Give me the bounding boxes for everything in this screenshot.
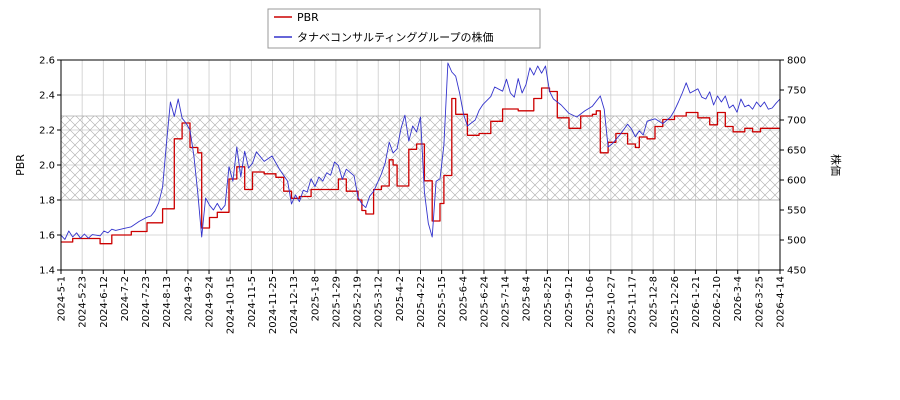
legend-box (267, 8, 541, 49)
x-tick-label: 2025-5-15 (437, 276, 448, 328)
y-right-tick-label: 750 (787, 86, 806, 97)
x-tick-label: 2025-6-24 (479, 276, 490, 328)
y-right-tick-label: 650 (787, 146, 806, 157)
x-tick-label: 2025-7-14 (501, 276, 512, 328)
x-tick-label: 2024-9-24 (205, 276, 216, 328)
y-right-tick-label: 800 (787, 56, 806, 67)
x-tick-label: 2024-10-15 (226, 276, 237, 334)
x-tick-label: 2025-1-8 (310, 276, 321, 321)
y-left-tick-label: 2.0 (39, 161, 55, 172)
y-left-axis-label: PBR (14, 154, 27, 176)
y-left-tick-label: 1.4 (39, 266, 55, 277)
x-tick-label: 2025-3-12 (374, 276, 385, 328)
x-tick-label: 2025-9-12 (564, 276, 575, 328)
x-tick-label: 2025-1-29 (331, 276, 342, 328)
y-left-tick-label: 2.2 (39, 126, 55, 137)
x-tick-label: 2026-3-4 (733, 276, 744, 321)
x-tick-label: 2025-4-2 (395, 276, 406, 321)
x-tick-label: 2024-11-25 (268, 276, 279, 334)
y-left-tick-label: 1.6 (39, 231, 55, 242)
x-tick-label: 2025-8-25 (543, 276, 554, 328)
series-layer (61, 62, 780, 245)
x-tick-label: 2024-5-1 (57, 276, 68, 321)
x-tick-label: 2025-2-19 (353, 276, 364, 328)
series-line-pbr (61, 87, 780, 245)
axes: 2024-5-1 2024-5-23 2024-6-12 2024-7-2 2024-7… (39, 56, 806, 335)
y-right-tick-label: 700 (787, 116, 806, 127)
x-tick-label: 2026-3-25 (754, 276, 765, 328)
y-right-tick-label: 550 (787, 206, 806, 217)
reference-band (60, 115, 781, 201)
legend: PBR タナベコンサルティンググループの株価 (267, 8, 541, 49)
y-left-tick-label: 1.8 (39, 196, 55, 207)
y-right-axis-label: 株価 (829, 154, 843, 176)
series-line-price (61, 62, 780, 240)
x-tick-label: 2024-7-23 (141, 276, 152, 328)
x-tick-label: 2026-4-14 (776, 276, 787, 328)
x-tick-label: 2024-6-12 (99, 276, 110, 328)
legend-label-price: タナベコンサルティンググループの株価 (297, 30, 493, 44)
x-tick-label: 2025-12-26 (670, 276, 681, 334)
y-right-tick-label: 450 (787, 266, 806, 277)
legend-label-pbr: PBR (297, 11, 319, 24)
x-tick-label: 2024-5-23 (78, 276, 89, 328)
x-tick-label: 2025-6-4 (458, 276, 469, 321)
x-tick-label: 2025-8-4 (522, 276, 533, 321)
y-right-tick-label: 600 (787, 176, 806, 187)
y-right-tick-label: 500 (787, 236, 806, 247)
x-tick-label: 2025-4-22 (416, 276, 427, 328)
x-tick-label: 2025-10-27 (606, 276, 617, 334)
x-tick-label: 2024-7-2 (120, 276, 131, 321)
x-tick-label: 2026-2-10 (712, 276, 723, 328)
y-left-tick-label: 2.4 (39, 91, 55, 102)
x-tick-label: 2024-9-2 (183, 276, 194, 321)
y-left-tick-label: 2.6 (39, 56, 55, 67)
x-tick-label: 2026-1-21 (691, 276, 702, 328)
x-tick-label: 2024-8-13 (162, 276, 173, 328)
x-tick-label: 2024-11-5 (247, 276, 258, 328)
x-tick-label: 2025-10-6 (585, 276, 596, 328)
x-tick-label: 2024-12-13 (289, 276, 300, 334)
x-tick-label: 2025-11-17 (627, 276, 638, 334)
x-tick-label: 2025-12-8 (649, 276, 660, 328)
